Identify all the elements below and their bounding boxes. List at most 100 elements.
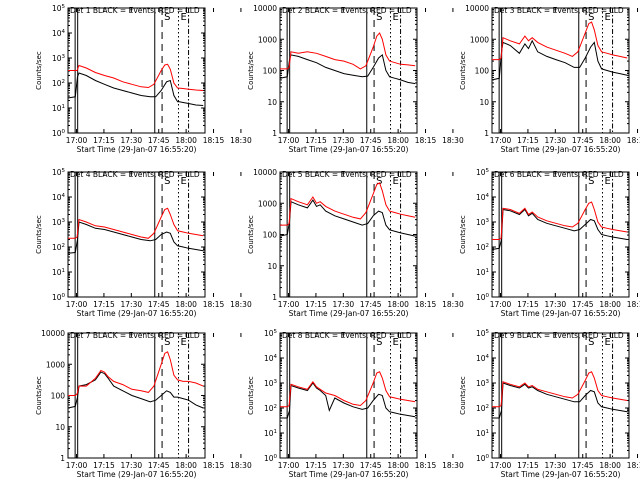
x-tick-label: 18:15	[415, 136, 437, 145]
marker-label: S	[164, 12, 170, 23]
y-axis-label: Counts/sec	[35, 51, 43, 90]
y-tick-label: 104	[52, 29, 66, 38]
panel-title-legend: BLACK = Events, RED = LLD	[517, 170, 624, 179]
y-tick-label: 10	[55, 423, 65, 432]
marker-label: S	[588, 337, 594, 348]
plot-frame	[491, 171, 630, 298]
y-tick-label: 103	[52, 218, 66, 227]
panel-title-legend: BLACK = Events, RED = LLD	[517, 6, 624, 15]
series-events	[280, 382, 416, 419]
x-tick-label: 18:15	[203, 136, 225, 145]
x-tick-label: 17:30	[333, 136, 355, 145]
x-tick-label: 17:30	[333, 461, 355, 470]
y-tick-label: 1000	[470, 35, 489, 44]
series-lld	[492, 201, 628, 240]
panel-title: Det 1 BLACK = Events, RED = LLD	[70, 6, 200, 15]
series-lld	[280, 182, 416, 226]
x-tick-label: 18:30	[230, 461, 252, 470]
y-tick-label: 100	[264, 454, 278, 463]
series-events	[491, 208, 628, 250]
panel-title-det: Det 1	[70, 6, 93, 15]
x-tick-label: 18:15	[627, 300, 640, 309]
x-tick-label: 17:00	[278, 136, 300, 145]
marker-label: S	[164, 337, 170, 348]
x-axis-label: Start Time (29-Jan-07 16:55:20)	[77, 470, 197, 479]
y-tick-label: 105	[52, 4, 66, 13]
y-tick-label: 101	[264, 429, 277, 438]
series-lld	[68, 63, 204, 91]
x-tick-label: 17:30	[121, 300, 143, 309]
plot-frame	[279, 332, 418, 459]
y-tick-label: 103	[476, 218, 490, 227]
y-tick-label: 1	[272, 293, 277, 302]
series-events	[67, 221, 204, 254]
panel-title: Det 5 BLACK = Events, RED = LLD	[282, 170, 412, 179]
y-tick-label: 102	[264, 404, 277, 413]
series-events	[67, 72, 204, 106]
y-axis-label: Counts/sec	[35, 215, 43, 254]
x-tick-label: 17:00	[278, 300, 300, 309]
panel-det-6: Det 6 BLACK = Events, RED = LLD 100 101 102…	[459, 168, 640, 318]
y-tick-label: 10000	[253, 4, 277, 13]
panel-title: Det 7 BLACK = Events, RED = LLD	[70, 331, 200, 340]
y-tick-label: 102	[476, 243, 489, 252]
panel-title-det: Det 2	[282, 6, 305, 15]
series-lld	[68, 207, 204, 239]
plot-frame	[279, 171, 418, 298]
panel-title: Det 9 BLACK = Events, RED = LLD	[494, 331, 624, 340]
x-tick-label: 17:15	[93, 461, 115, 470]
marker-label: E	[605, 176, 611, 187]
y-tick-label: 105	[476, 168, 490, 177]
panel-det-9: Det 9 BLACK = Events, RED = LLD 100 101 102…	[459, 329, 640, 479]
x-axis-label: Start Time (29-Jan-07 16:55:20)	[289, 145, 409, 154]
x-tick-label: 18:00	[175, 136, 197, 145]
plot-frame	[279, 7, 418, 134]
x-tick-label: 18:15	[627, 136, 640, 145]
y-tick-label: 1000	[258, 35, 277, 44]
y-tick-label: 101	[476, 429, 489, 438]
y-tick-label: 105	[476, 329, 490, 338]
x-tick-label: 17:15	[517, 300, 539, 309]
x-tick-label: 18:15	[203, 461, 225, 470]
y-tick-label: 10000	[465, 4, 489, 13]
x-tick-label: 18:00	[599, 300, 621, 309]
x-tick-label: 17:00	[490, 136, 512, 145]
panel-det-4: Det 4 BLACK = Events, RED = LLD 100 101 102…	[35, 168, 252, 318]
y-tick-label: 100	[476, 293, 490, 302]
marker-label: E	[181, 176, 187, 187]
y-tick-label: 100	[52, 129, 66, 138]
series-lld	[280, 371, 416, 408]
panel-title: Det 6 BLACK = Events, RED = LLD	[494, 170, 624, 179]
x-tick-label: 17:15	[517, 136, 539, 145]
y-tick-label: 100	[263, 231, 278, 240]
x-axis-label: Start Time (29-Jan-07 16:55:20)	[289, 470, 409, 479]
y-tick-label: 1000	[46, 360, 65, 369]
x-tick-label: 17:45	[360, 300, 382, 309]
y-axis-label: Counts/sec	[35, 376, 43, 415]
x-tick-label: 17:30	[121, 461, 143, 470]
x-tick-label: 17:15	[517, 461, 539, 470]
x-tick-label: 18:00	[387, 461, 409, 470]
panel-title-legend: BLACK = Events, RED = LLD	[305, 331, 412, 340]
x-tick-label: 17:00	[490, 300, 512, 309]
x-tick-label: 17:00	[66, 136, 88, 145]
x-axis-label: Start Time (29-Jan-07 16:55:20)	[77, 309, 197, 318]
marker-label: S	[164, 176, 170, 187]
y-tick-label: 105	[52, 168, 66, 177]
x-tick-label: 17:45	[572, 136, 594, 145]
y-tick-label: 1	[484, 129, 489, 138]
series-events	[492, 382, 628, 419]
y-tick-label: 104	[476, 354, 490, 363]
y-tick-label: 1	[60, 454, 65, 463]
x-tick-label: 17:15	[93, 300, 115, 309]
x-tick-label: 18:30	[442, 136, 464, 145]
x-tick-label: 17:30	[121, 136, 143, 145]
y-tick-label: 103	[52, 54, 66, 63]
x-tick-label: 17:45	[360, 136, 382, 145]
y-tick-label: 104	[52, 193, 66, 202]
x-tick-label: 18:30	[230, 136, 252, 145]
plot-frame	[67, 7, 206, 134]
marker-label: S	[376, 176, 382, 187]
marker-label: E	[393, 176, 399, 187]
